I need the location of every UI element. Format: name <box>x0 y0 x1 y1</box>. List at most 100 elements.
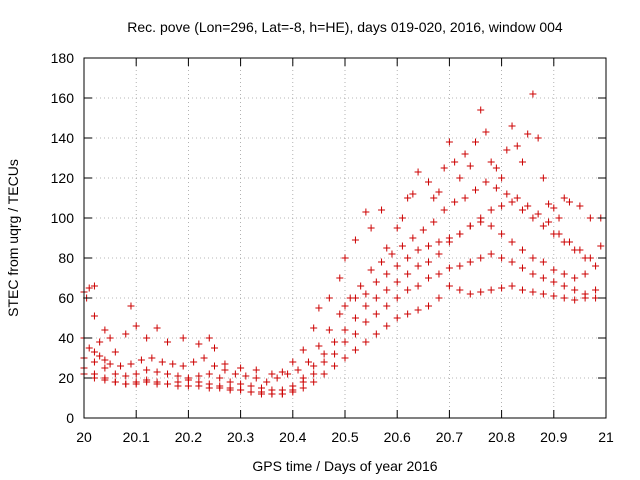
data-point <box>393 278 401 286</box>
data-point <box>414 262 422 270</box>
data-point <box>331 338 339 346</box>
y-tick-label: 100 <box>51 210 75 226</box>
data-point <box>393 294 401 302</box>
data-point <box>331 350 339 358</box>
data-point <box>378 206 386 214</box>
chart-title: Rec. pove (Lon=296, Lat=-8, h=HE), days … <box>127 19 563 35</box>
data-point <box>143 366 151 374</box>
data-point <box>560 294 568 302</box>
data-point <box>90 374 98 382</box>
y-axis-tick-labels: 0 20 40 60 80 100 120 140 160 180 <box>51 50 75 426</box>
data-point <box>466 162 474 170</box>
data-point <box>550 278 558 286</box>
data-point <box>456 230 464 238</box>
data-point <box>560 194 568 202</box>
data-point <box>200 354 208 362</box>
data-point <box>383 286 391 294</box>
data-point <box>550 266 558 274</box>
data-point <box>362 302 370 310</box>
data-point <box>216 384 224 392</box>
data-point <box>122 330 130 338</box>
data-point <box>378 258 386 266</box>
data-point <box>529 288 537 296</box>
data-point <box>414 306 422 314</box>
data-point <box>320 358 328 366</box>
data-point <box>477 214 485 222</box>
y-tick-label: 60 <box>58 290 74 306</box>
data-point <box>158 358 166 366</box>
data-point <box>111 370 119 378</box>
data-point <box>404 270 412 278</box>
data-point <box>456 262 464 270</box>
data-point <box>398 214 406 222</box>
data-point <box>539 174 547 182</box>
data-point <box>111 348 119 356</box>
y-tick-label: 180 <box>51 50 75 66</box>
data-point <box>487 206 495 214</box>
data-point <box>571 246 579 254</box>
data-point <box>127 302 135 310</box>
data-point <box>226 378 234 386</box>
data-point <box>477 106 485 114</box>
data-point <box>398 242 406 250</box>
data-point <box>513 194 521 202</box>
data-point <box>190 358 198 366</box>
data-point <box>451 198 459 206</box>
data-point <box>372 330 380 338</box>
x-tick-label: 20.9 <box>540 429 567 445</box>
data-point <box>299 346 307 354</box>
data-point <box>336 310 344 318</box>
data-point <box>592 286 600 294</box>
data-point <box>425 302 433 310</box>
data-point <box>435 294 443 302</box>
data-point <box>539 274 547 282</box>
y-tick-label: 160 <box>51 90 75 106</box>
data-point <box>341 354 349 362</box>
data-point <box>341 326 349 334</box>
data-point <box>503 146 511 154</box>
data-point <box>393 314 401 322</box>
data-point <box>487 286 495 294</box>
data-point <box>581 270 589 278</box>
data-point <box>451 158 459 166</box>
data-point <box>534 134 542 142</box>
data-point <box>153 368 161 376</box>
data-point <box>268 370 276 378</box>
data-point <box>482 128 490 136</box>
data-point <box>383 270 391 278</box>
data-point <box>90 312 98 320</box>
x-tick-label: 20.5 <box>331 429 358 445</box>
data-point <box>357 282 365 290</box>
data-point <box>299 384 307 392</box>
y-tick-label: 20 <box>58 370 74 386</box>
data-point <box>383 244 391 252</box>
data-point <box>257 388 265 396</box>
data-point <box>351 314 359 322</box>
data-point <box>362 290 370 298</box>
data-point <box>508 282 516 290</box>
data-point <box>518 246 526 254</box>
data-point <box>85 344 93 352</box>
data-point <box>518 286 526 294</box>
data-point <box>278 390 286 398</box>
data-point <box>534 210 542 218</box>
data-point <box>164 380 172 388</box>
data-point <box>592 294 600 302</box>
data-point <box>466 290 474 298</box>
data-point <box>221 360 229 368</box>
data-point <box>425 242 433 250</box>
data-point <box>372 278 380 286</box>
data-point <box>101 326 109 334</box>
data-point <box>539 290 547 298</box>
data-point <box>184 382 192 390</box>
data-point <box>320 350 328 358</box>
y-tick-label: 80 <box>58 250 74 266</box>
data-point <box>252 366 260 374</box>
x-axis-title: GPS time / Days of year 2016 <box>252 458 437 474</box>
data-point <box>571 296 579 304</box>
data-point <box>242 372 250 380</box>
x-tick-label: 20.6 <box>384 429 411 445</box>
y-axis-title: STEC from uqrg / TECUs <box>5 159 21 317</box>
data-point <box>425 258 433 266</box>
data-point <box>529 214 537 222</box>
